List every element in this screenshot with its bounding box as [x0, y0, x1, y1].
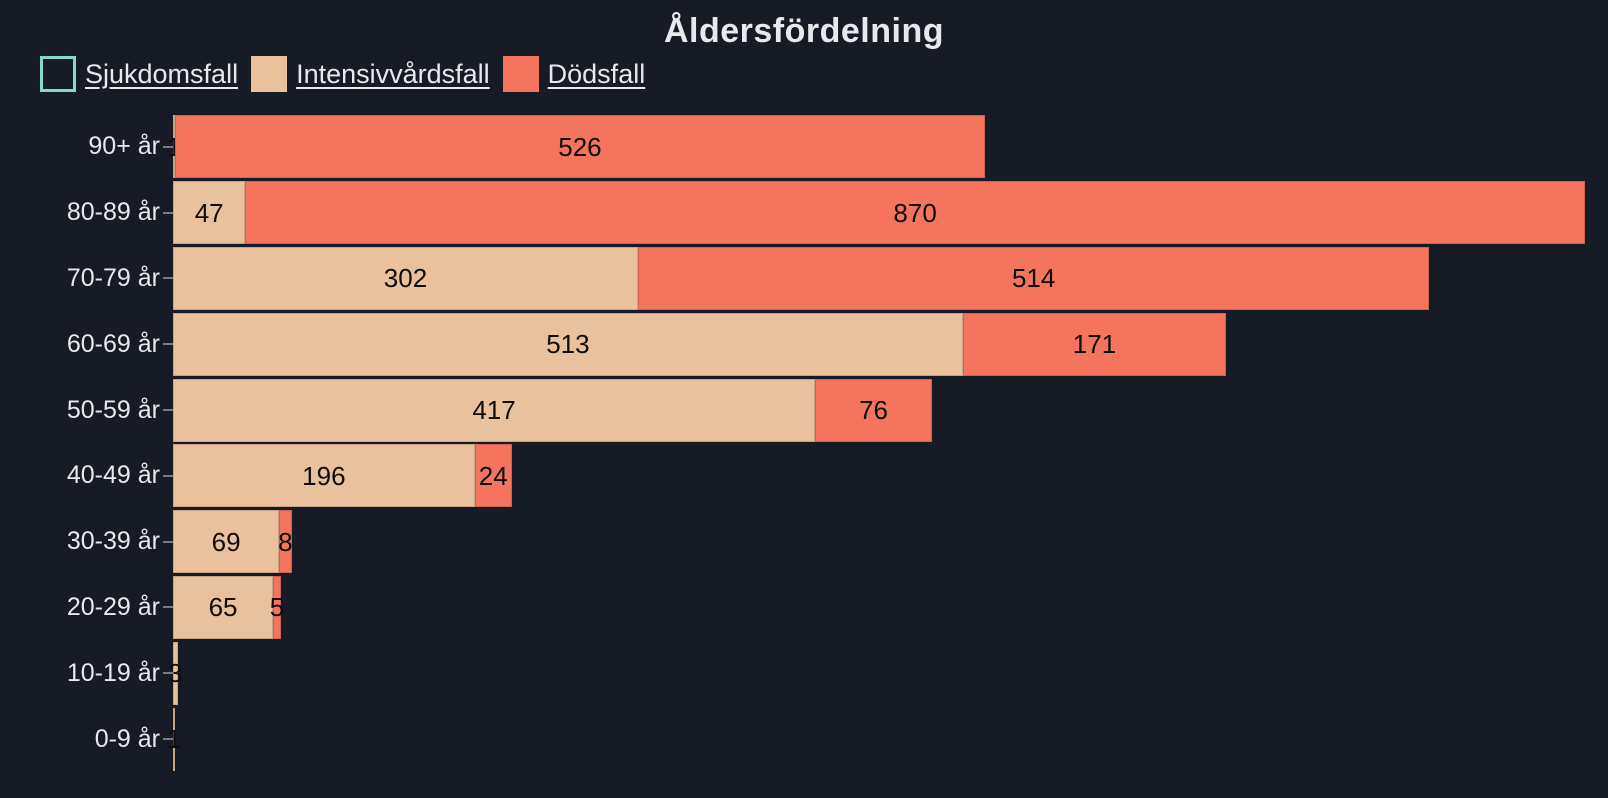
bar-track: 513 171 [173, 312, 1608, 376]
legend-label: Sjukdomsfall [85, 58, 239, 89]
bar-value-label: 8 [278, 526, 293, 557]
legend-swatch-intensivvardsfall [251, 56, 288, 92]
bar-segment-intensivvardsfall[interactable]: 3 [168, 641, 183, 705]
legend-item-dodsfall[interactable]: Dödsfall [502, 56, 646, 92]
legend: Sjukdomsfall Intensivvårdsfall Dödsfall [40, 50, 1608, 98]
axis-tick [163, 474, 173, 477]
bar-value-label: 513 [546, 329, 590, 360]
y-axis-label: 10-19 år [66, 658, 160, 687]
bar-segment-intensivvardsfall[interactable]: 302 [173, 246, 638, 310]
bar-segment-intensivvardsfall[interactable]: 417 [173, 378, 816, 442]
y-axis-label: 80-89 år [66, 198, 160, 227]
axis-tick [163, 211, 173, 214]
bar-segment-intensivvardsfall[interactable]: 1 [167, 707, 181, 771]
bar-track: 302 514 [173, 246, 1608, 310]
bar-track: 3 [168, 641, 1608, 705]
chart-row: 90+ år 1 526 [0, 114, 1608, 180]
axis-tick [163, 343, 173, 346]
bar-segment-dodsfall[interactable]: 8 [278, 510, 293, 574]
axis-tick [163, 409, 173, 412]
chart-row: 0-9 år 1 [0, 706, 1608, 772]
bar-value-label: 870 [893, 197, 937, 228]
legend-item-intensivvardsfall[interactable]: Intensivvårdsfall [251, 56, 490, 92]
bar-segment-intensivvardsfall[interactable]: 69 [173, 510, 280, 574]
axis-tick [163, 540, 173, 543]
bar-track: 1 [167, 707, 1608, 771]
bar-track: 417 76 [173, 378, 1608, 442]
bar-segment-intensivvardsfall[interactable]: 196 [173, 444, 475, 508]
bar-segment-intensivvardsfall[interactable]: 65 [173, 575, 274, 639]
axis-tick [163, 672, 173, 675]
bar-value-label: 526 [558, 131, 602, 162]
axis-tick [163, 145, 173, 148]
y-axis-label: 50-59 år [66, 395, 160, 424]
chart-area: 90+ år 1 526 80-89 år 47 870 70-79 år 302 5… [0, 114, 1608, 772]
bar-segment-dodsfall[interactable]: 526 [175, 115, 985, 179]
bar-track: 1 526 [167, 115, 1608, 179]
chart-row: 40-49 år 196 24 [0, 443, 1608, 509]
legend-label: Intensivvårdsfall [296, 58, 490, 89]
bar-segment-dodsfall[interactable]: 514 [637, 246, 1430, 310]
axis-tick [163, 606, 173, 609]
bar-track: 65 5 [173, 575, 1608, 639]
legend-label: Dödsfall [547, 58, 646, 89]
bar-segment-dodsfall[interactable]: 5 [269, 575, 285, 639]
bar-track: 47 870 [173, 181, 1608, 245]
bar-value-label: 5 [269, 592, 285, 623]
chart-row: 70-79 år 302 514 [0, 246, 1608, 312]
y-axis-label: 30-39 år [66, 527, 160, 556]
bar-value-label: 76 [859, 395, 889, 426]
chart-row: 10-19 år 3 [0, 640, 1608, 706]
bar-value-label: 65 [208, 592, 238, 623]
y-axis-label: 0-9 år [94, 724, 160, 753]
bar-segment-dodsfall[interactable]: 171 [962, 312, 1227, 376]
bar-value-label: 3 [168, 658, 183, 689]
bar-value-label: 302 [383, 263, 428, 294]
bar-segment-dodsfall[interactable]: 24 [474, 444, 512, 508]
y-axis-label: 90+ år [88, 132, 160, 161]
bar-value-label: 196 [302, 460, 346, 491]
bar-value-label: 514 [1011, 263, 1056, 294]
legend-item-sjukdomsfall[interactable]: Sjukdomsfall [40, 56, 238, 92]
chart-title: Åldersfördelning [663, 12, 945, 50]
bar-segment-dodsfall[interactable]: 870 [245, 181, 1585, 245]
bar-value-label: 69 [211, 526, 241, 557]
chart-row: 50-59 år 417 76 [0, 377, 1608, 443]
legend-swatch-sjukdomsfall [40, 56, 76, 92]
y-axis-label: 20-29 år [66, 592, 160, 621]
axis-tick [163, 277, 173, 280]
chart-row: 20-29 år 65 5 [0, 575, 1608, 641]
bar-value-label: 171 [1072, 329, 1117, 360]
chart-row: 30-39 år 69 8 [0, 509, 1608, 575]
y-axis-label: 60-69 år [66, 329, 160, 358]
bar-segment-intensivvardsfall[interactable]: 47 [173, 181, 246, 245]
chart-row: 60-69 år 513 171 [0, 311, 1608, 377]
bar-value-label: 47 [194, 197, 224, 228]
bar-track: 196 24 [173, 444, 1608, 508]
legend-swatch-dodsfall [502, 56, 539, 92]
axis-tick [163, 738, 173, 741]
bar-value-label: 417 [472, 395, 516, 426]
bar-segment-intensivvardsfall[interactable]: 513 [173, 312, 963, 376]
bar-segment-dodsfall[interactable]: 76 [815, 378, 933, 442]
chart-row: 80-89 år 47 870 [0, 180, 1608, 246]
bar-value-label: 1 [166, 724, 182, 755]
y-axis-label: 40-49 år [66, 461, 160, 490]
y-axis-label: 70-79 år [66, 263, 160, 292]
bar-value-label: 24 [478, 460, 508, 491]
bar-track: 69 8 [173, 510, 1608, 574]
